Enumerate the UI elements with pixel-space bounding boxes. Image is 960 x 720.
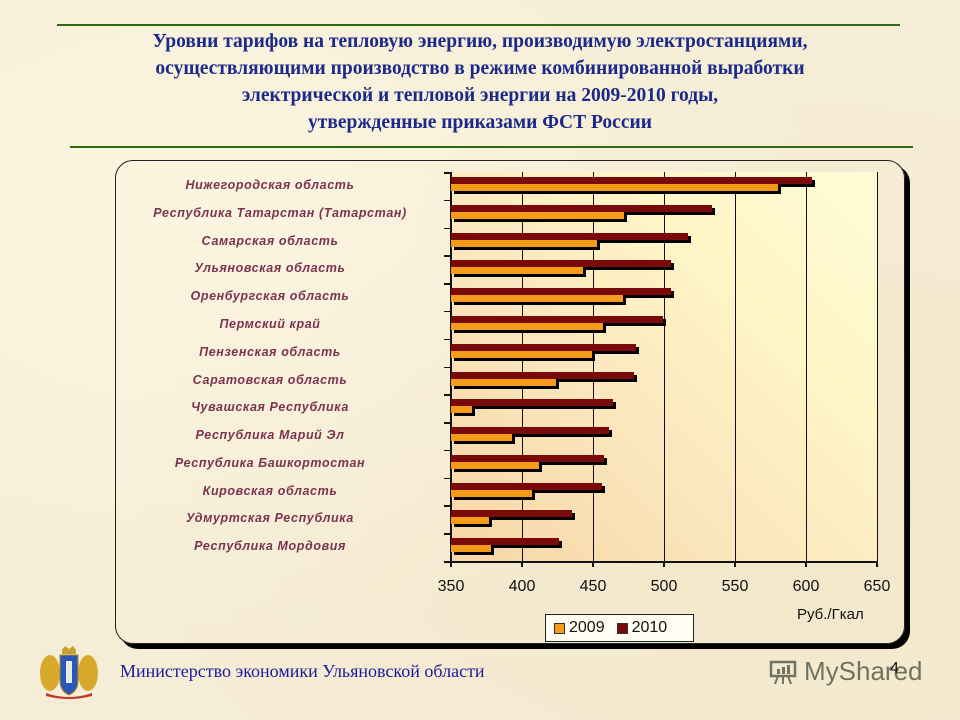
bar-2010 [451, 204, 713, 212]
x-axis-unit-label: Руб./Гкал [797, 606, 864, 623]
x-tick-label-450: 450 [579, 578, 607, 595]
y-tick [444, 533, 451, 535]
title-line-1: Уровни тарифов на тепловую энергию, прои… [152, 31, 808, 52]
bar-2009 [451, 211, 625, 219]
title-line-3: электрической и тепловой энергии на 2009… [241, 85, 719, 106]
bar-2009 [451, 406, 473, 414]
bar-2009 [451, 434, 513, 442]
chart-frame [115, 160, 905, 644]
bar-2010 [451, 177, 812, 184]
bar-2010 [451, 427, 609, 435]
y-tick [444, 394, 451, 396]
legend-swatch-2010 [616, 622, 628, 634]
x-tick-label-500: 500 [650, 578, 678, 595]
category-label: Республика Башкортостан [174, 455, 366, 470]
y-tick [444, 477, 451, 480]
title-line-4: утвержденные приказами ФСТ России [308, 112, 652, 133]
watermark-text: MyShared [804, 656, 923, 686]
bar-2009 [451, 350, 592, 358]
page-number: 4 [890, 660, 899, 677]
legend-label-2010: 2010 [631, 619, 668, 636]
bar-2010 [451, 510, 572, 518]
y-tick [444, 505, 451, 507]
y-tick [444, 338, 451, 341]
bottom-rule [70, 146, 913, 148]
title-line-2: осуществляющими производство в режиме ко… [155, 58, 805, 79]
y-tick [444, 227, 451, 230]
y-tick [444, 310, 451, 313]
category-label: Оренбургская область [190, 289, 350, 304]
category-label: Нижегородская область [185, 178, 355, 192]
presentation-icon [769, 660, 797, 684]
x-tick-600 [805, 561, 807, 567]
y-tick [444, 449, 451, 452]
legend-label-2009: 2009 [569, 619, 605, 636]
bar-2010 [451, 315, 663, 323]
y-tick [444, 422, 451, 424]
x-tick-label-650: 650 [863, 578, 891, 595]
category-label: Пензенская область [199, 344, 341, 359]
bar-2010 [451, 232, 689, 240]
y-tick [444, 561, 451, 563]
x-tick-label-600: 600 [792, 578, 820, 595]
bar-2009 [451, 489, 532, 497]
footer-organization: Министерство экономики Ульяновской облас… [120, 661, 485, 681]
gridline-600 [805, 172, 807, 562]
category-label: Республика Татарстан (Татарстан) [153, 205, 407, 220]
gridline-400 [521, 172, 523, 562]
bar-2010 [451, 538, 559, 546]
page-title: Уровни тарифов на тепловую энергию, прои… [40, 28, 920, 136]
y-tick [444, 283, 451, 285]
category-label: Удмуртская Республика [186, 511, 354, 526]
category-label: Саратовская область [192, 372, 348, 387]
gridline-500 [663, 172, 665, 562]
legend-item-2009: 2009 [554, 619, 605, 637]
x-tick-label-400: 400 [508, 578, 536, 595]
watermark: MyShared [768, 656, 923, 687]
x-tick-350 [450, 561, 452, 567]
bar-2009 [451, 545, 491, 553]
x-tick-label-350: 350 [437, 578, 465, 595]
legend-item-2010: 2010 [616, 619, 668, 637]
legend-swatch-2009 [554, 622, 565, 634]
chart-legend: 2009 2010 [545, 614, 694, 642]
gridline-450 [592, 172, 594, 562]
bar-2009 [451, 517, 490, 525]
x-tick-650 [876, 561, 878, 567]
bar-2009 [451, 322, 603, 330]
bar-2010 [451, 482, 602, 490]
coat-of-arms-icon [40, 646, 98, 699]
x-tick-550 [734, 561, 736, 567]
x-tick-500 [663, 561, 665, 567]
bar-2009 [451, 239, 598, 247]
bar-2009 [451, 295, 623, 303]
bar-2009 [451, 461, 540, 469]
x-tick-450 [592, 561, 594, 567]
category-label: Кировская область [202, 483, 338, 498]
bar-2009 [451, 267, 584, 275]
y-tick [444, 366, 451, 368]
bar-2010 [451, 399, 613, 407]
category-label: Республика Марий Эл [195, 428, 345, 443]
bar-2009 [451, 184, 778, 191]
category-label: Ульяновская область [194, 261, 346, 276]
gridline-550 [734, 172, 736, 562]
top-rule [57, 24, 900, 26]
bar-2010 [451, 371, 635, 379]
gridline-650 [876, 172, 878, 562]
y-tick [444, 172, 451, 174]
y-tick [444, 199, 451, 202]
y-tick [444, 255, 451, 257]
bar-2010 [451, 288, 672, 296]
bar-2010 [451, 260, 672, 268]
x-tick-400 [521, 561, 523, 567]
bar-2009 [451, 378, 557, 386]
category-label: Самарская область [201, 233, 339, 248]
bar-2010 [451, 454, 605, 462]
category-label: Пермский край [219, 316, 321, 331]
bar-2010 [451, 343, 636, 351]
category-label: Чувашская Республика [191, 400, 349, 415]
category-label: Республика Мордовия [194, 539, 346, 554]
x-tick-label-550: 550 [721, 578, 749, 595]
